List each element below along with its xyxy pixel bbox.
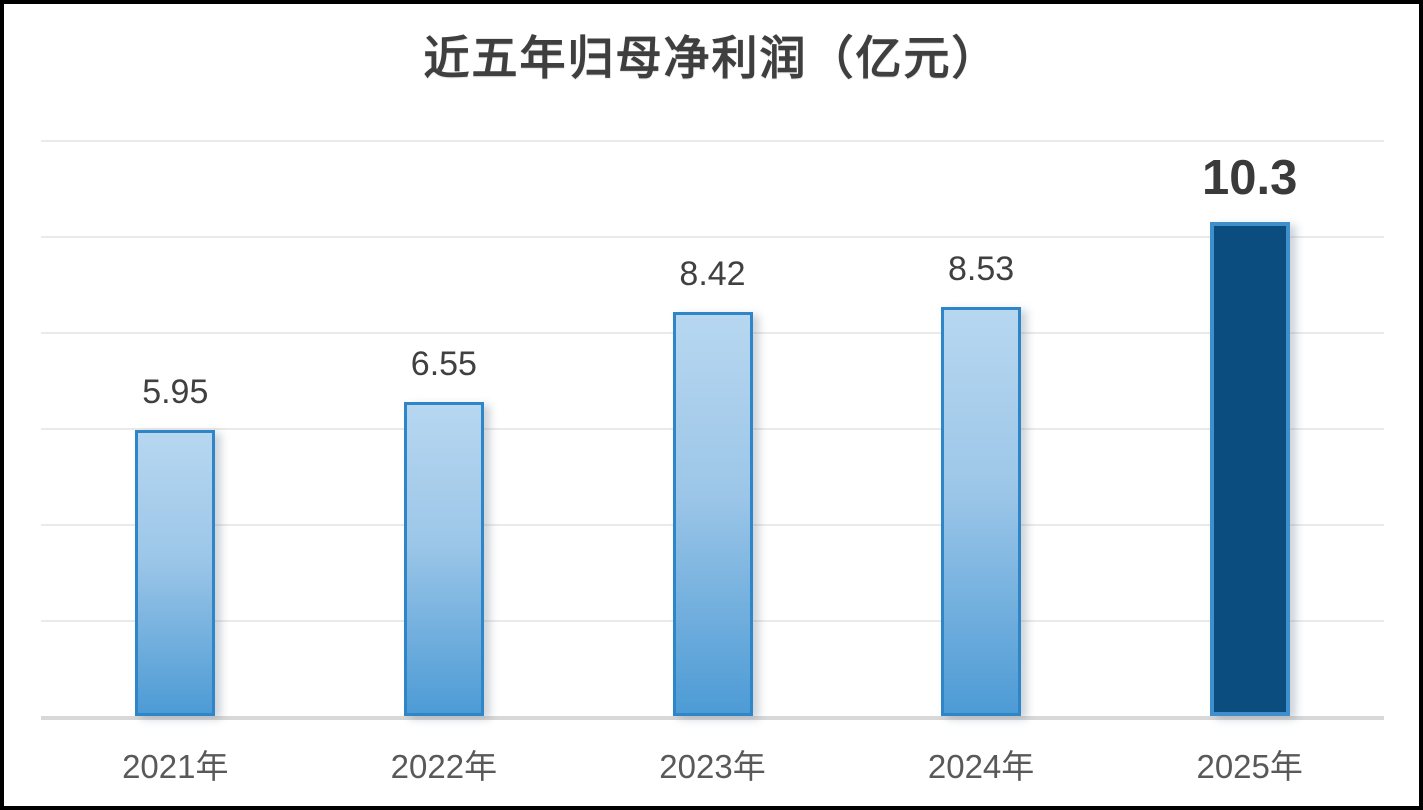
bar	[135, 430, 216, 716]
bar-value-label: 5.95	[142, 373, 209, 412]
x-axis-label: 2023年	[659, 748, 766, 785]
gridline	[41, 140, 1384, 142]
gridline	[41, 236, 1384, 238]
x-axis-line	[41, 716, 1384, 720]
bar	[941, 306, 1022, 716]
x-axis-label: 2022年	[390, 748, 498, 785]
bar-value-label: 10.3	[1202, 150, 1298, 205]
chart-title: 近五年归母净利润（亿元）	[423, 31, 1000, 85]
bar-value-label: 6.55	[410, 344, 477, 383]
x-axis-label: 2021年	[122, 748, 229, 785]
bar	[672, 311, 753, 716]
bar-highlight	[1209, 221, 1290, 716]
x-axis-label: 2024年	[927, 748, 1035, 785]
x-axis-label: 2025年	[1196, 748, 1303, 785]
bar	[403, 401, 484, 716]
bar-value-label: 8.42	[679, 254, 746, 293]
bar-value-label: 8.53	[948, 249, 1015, 288]
